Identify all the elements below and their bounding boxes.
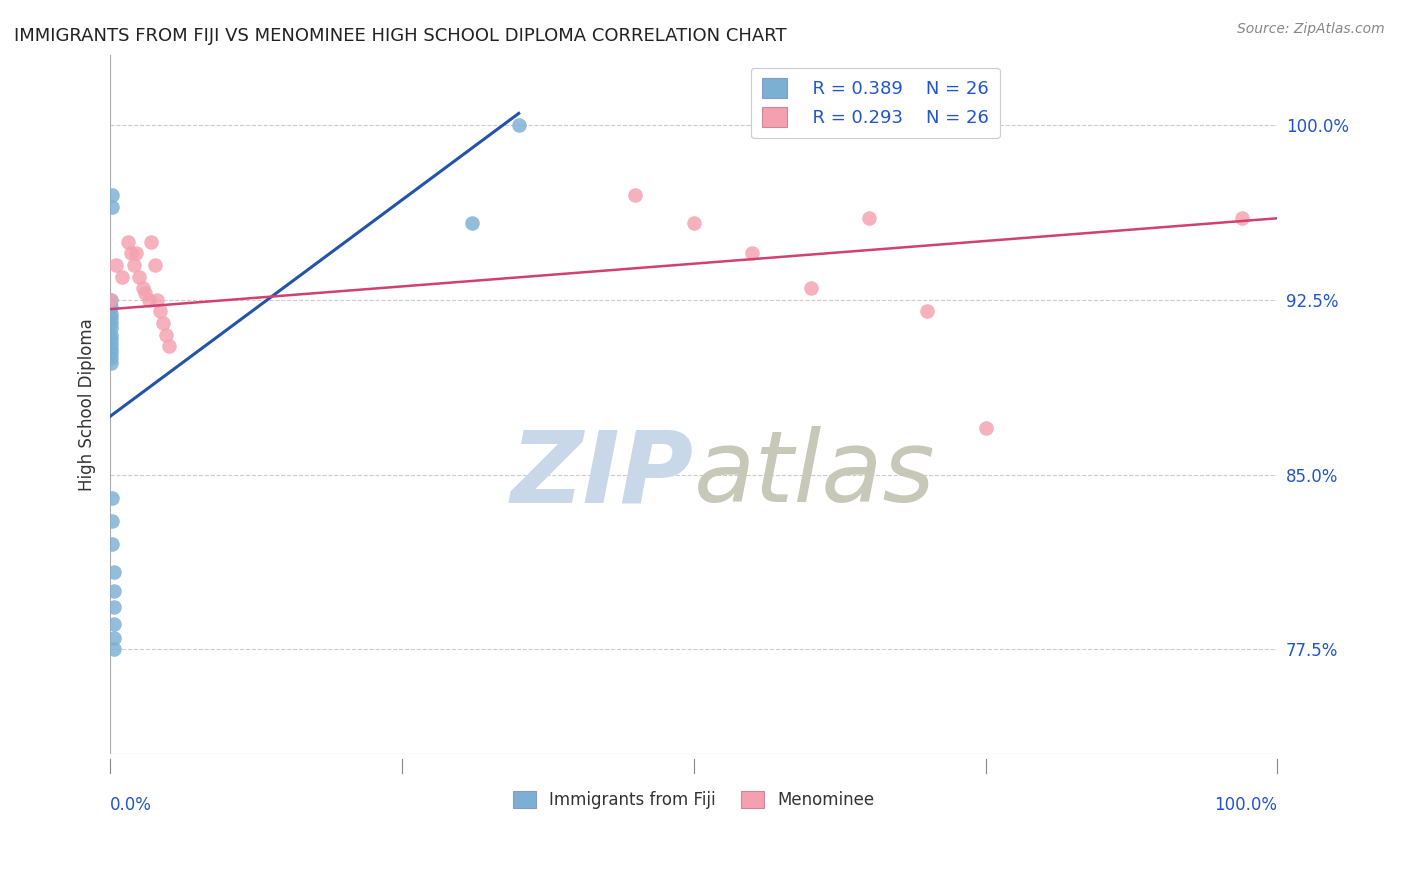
Point — [100, 311, 122, 326]
Point — [1232, 211, 1254, 226]
Point — [155, 327, 177, 342]
Point — [100, 333, 122, 347]
Point — [111, 269, 134, 284]
Point — [100, 342, 122, 356]
Point — [100, 320, 122, 334]
Point — [624, 188, 647, 202]
Point — [101, 200, 124, 214]
Point — [103, 600, 125, 615]
Point — [682, 216, 704, 230]
Point — [117, 235, 139, 249]
Point — [103, 566, 125, 580]
Point — [146, 293, 169, 307]
Point — [101, 514, 124, 528]
Point — [101, 491, 124, 505]
Text: atlas: atlas — [693, 426, 935, 523]
Point — [100, 346, 122, 360]
Point — [103, 584, 125, 599]
Point — [100, 307, 122, 321]
Point — [100, 337, 122, 351]
Point — [143, 258, 166, 272]
Legend: Immigrants from Fiji, Menominee: Immigrants from Fiji, Menominee — [506, 784, 882, 816]
Point — [157, 339, 180, 353]
Point — [138, 293, 160, 307]
Point — [100, 316, 122, 330]
Text: 100.0%: 100.0% — [1215, 797, 1278, 814]
Point — [103, 642, 125, 657]
Point — [132, 281, 155, 295]
Point — [128, 269, 150, 284]
Point — [100, 356, 122, 370]
Point — [100, 327, 122, 342]
Point — [917, 304, 939, 318]
Point — [101, 537, 124, 551]
Y-axis label: High School Diploma: High School Diploma — [79, 318, 96, 491]
Point — [122, 258, 145, 272]
Point — [101, 188, 124, 202]
Point — [508, 118, 530, 132]
Text: Source: ZipAtlas.com: Source: ZipAtlas.com — [1237, 22, 1385, 37]
Point — [139, 235, 162, 249]
Point — [149, 304, 172, 318]
Point — [152, 316, 174, 330]
Point — [134, 285, 156, 300]
Point — [125, 246, 148, 260]
Text: IMMIGRANTS FROM FIJI VS MENOMINEE HIGH SCHOOL DIPLOMA CORRELATION CHART: IMMIGRANTS FROM FIJI VS MENOMINEE HIGH S… — [14, 27, 787, 45]
Point — [974, 421, 997, 435]
Point — [100, 351, 122, 365]
Point — [100, 293, 122, 307]
Point — [799, 281, 821, 295]
Point — [105, 258, 128, 272]
Point — [120, 246, 142, 260]
Text: 0.0%: 0.0% — [110, 797, 152, 814]
Text: ZIP: ZIP — [510, 426, 693, 523]
Point — [98, 293, 121, 307]
Point — [103, 631, 125, 645]
Point — [103, 616, 125, 631]
Point — [858, 211, 880, 226]
Point — [741, 246, 763, 260]
Point — [100, 300, 122, 314]
Point — [461, 216, 484, 230]
